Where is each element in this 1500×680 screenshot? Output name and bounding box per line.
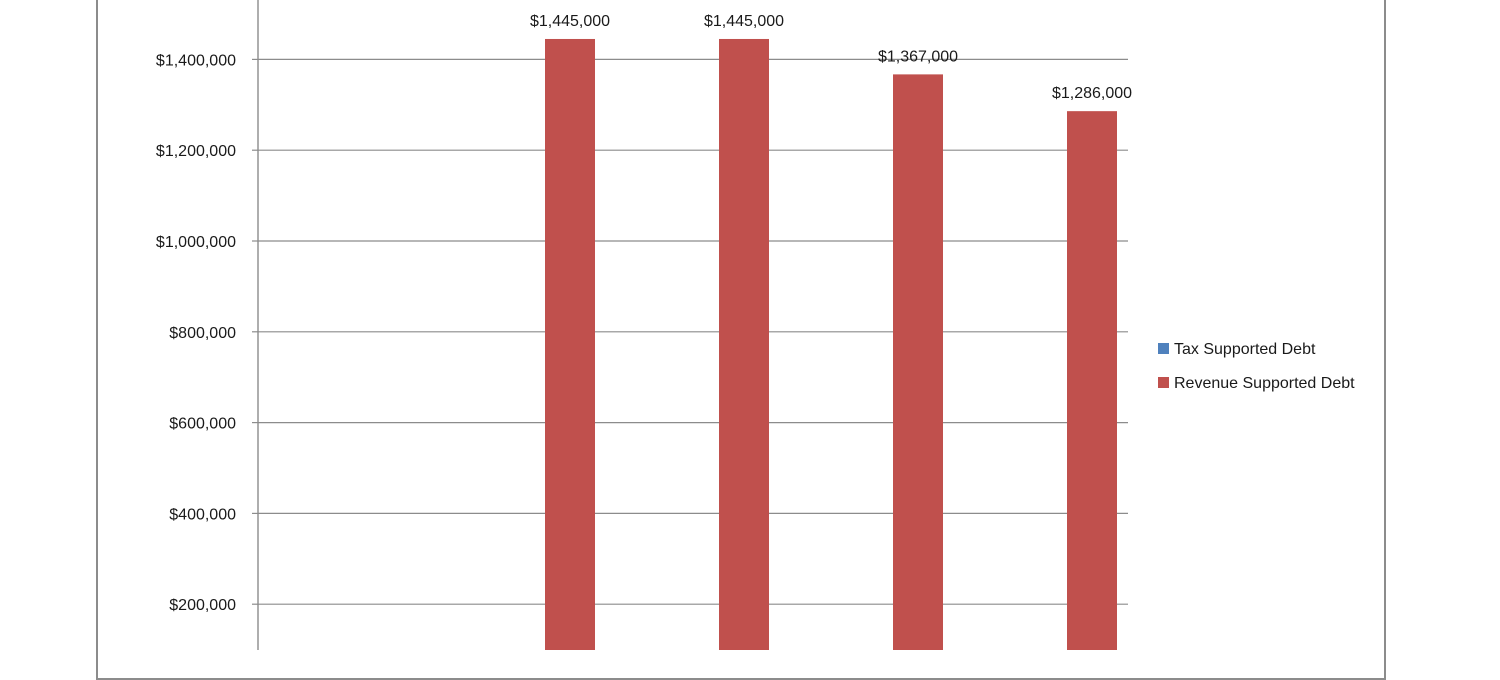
bar-revenue-supported bbox=[893, 74, 943, 650]
data-label: $1,286,000 bbox=[1052, 85, 1132, 102]
y-tick-labels: $200,000 $400,000 $600,000 $800,000 $1,000,0… bbox=[156, 52, 236, 614]
y-tick-label: $400,000 bbox=[169, 506, 236, 523]
gridlines bbox=[258, 58, 1128, 605]
y-tick-label: $1,000,000 bbox=[156, 234, 236, 251]
y-tick-label: $1,200,000 bbox=[156, 143, 236, 160]
data-label: $1,445,000 bbox=[704, 13, 784, 30]
bar-revenue-supported bbox=[719, 38, 769, 650]
data-labels: $1,445,000 $1,445,000 $1,367,000 $1,286,000 bbox=[530, 13, 1132, 102]
y-tick-label: $200,000 bbox=[169, 597, 236, 614]
y-tick-label: $600,000 bbox=[169, 416, 236, 433]
bar-chart: $200,000 $400,000 $600,000 $800,000 $1,000,0… bbox=[156, 0, 1355, 650]
y-axis bbox=[252, 0, 259, 650]
legend-swatch bbox=[1158, 343, 1169, 354]
legend-label: Tax Supported Debt bbox=[1174, 341, 1316, 358]
data-label: $1,367,000 bbox=[878, 48, 958, 65]
bar-revenue-supported bbox=[545, 38, 595, 650]
data-label: $1,445,000 bbox=[530, 13, 610, 30]
bar-revenue-supported bbox=[1067, 111, 1117, 650]
y-tick-label: $1,400,000 bbox=[156, 52, 236, 69]
legend-swatch bbox=[1158, 377, 1169, 388]
y-tick-label: $800,000 bbox=[169, 325, 236, 342]
legend-label: Revenue Supported Debt bbox=[1174, 375, 1355, 392]
legend: Tax Supported Debt Revenue Supported Debt bbox=[1158, 341, 1355, 392]
bars bbox=[545, 38, 1117, 650]
